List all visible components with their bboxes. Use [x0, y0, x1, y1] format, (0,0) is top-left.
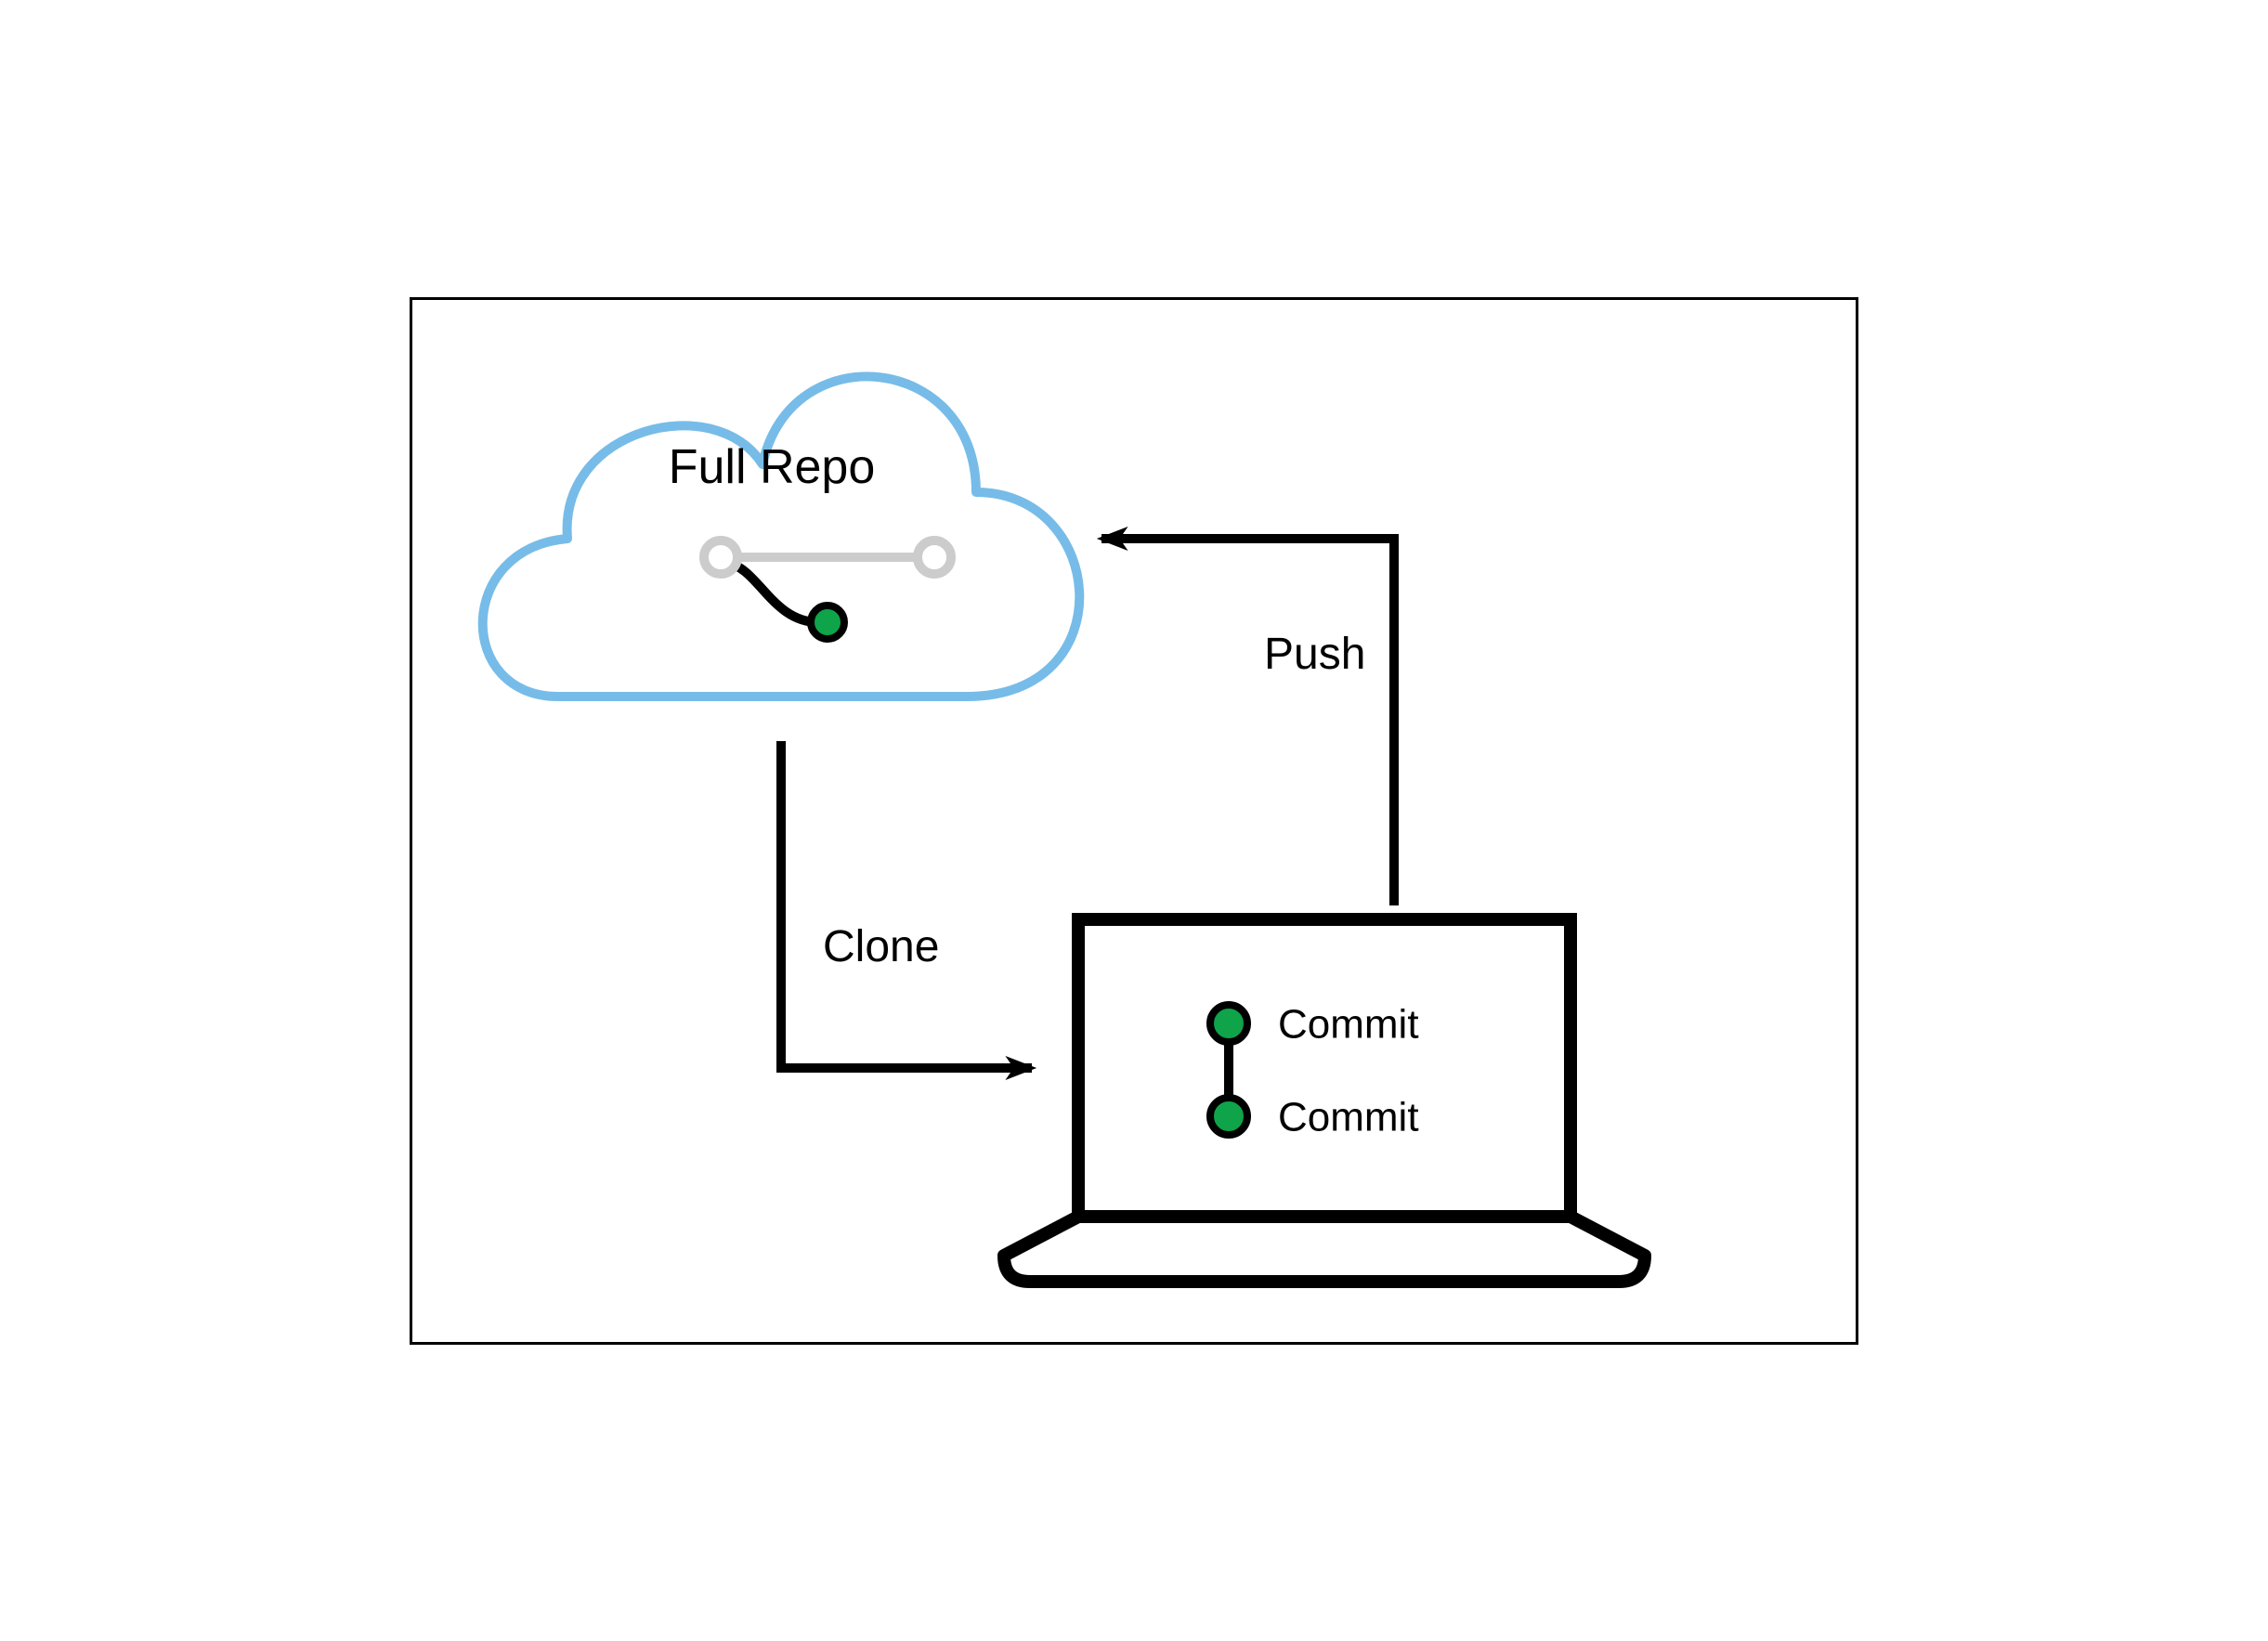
cloud-label: Full Repo — [669, 440, 876, 494]
commit-node-icon — [1210, 1005, 1247, 1042]
commit-node-icon — [1210, 1098, 1247, 1135]
branch-node-green — [811, 606, 844, 639]
diagram-canvas: Full Repo Commit Commit Clone Push — [410, 297, 1858, 1345]
commit-label: Commit — [1278, 1001, 1419, 1047]
laptop-screen-icon — [1078, 919, 1571, 1217]
git-workflow-diagram: Full Repo Commit Commit Clone Push — [410, 297, 1858, 1345]
clone-label: Clone — [823, 922, 939, 971]
commit-label: Commit — [1278, 1094, 1419, 1140]
branch-node-gray — [704, 540, 737, 574]
branch-node-gray — [918, 540, 951, 574]
push-label: Push — [1264, 630, 1365, 679]
laptop-base-icon — [1004, 1217, 1645, 1282]
